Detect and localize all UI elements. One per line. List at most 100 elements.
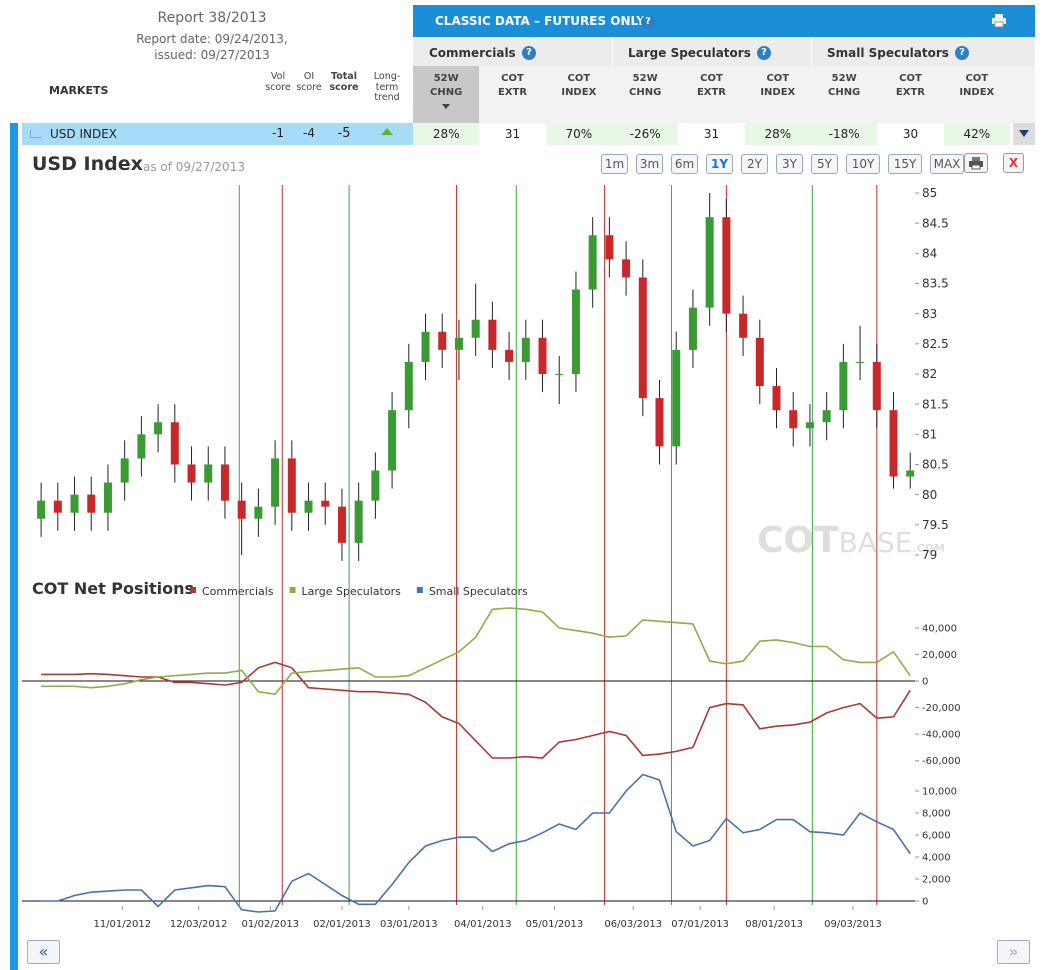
score-header: OI score <box>296 71 322 93</box>
y-tick-label: -40,000 <box>922 730 961 741</box>
score-header: Total score <box>329 71 359 93</box>
range-button[interactable]: 6m <box>671 154 698 174</box>
column-header-line: INDEX <box>561 87 597 98</box>
candle-body <box>889 410 898 477</box>
legend-swatch <box>416 587 423 593</box>
column-header[interactable]: COT EXTR <box>877 66 944 123</box>
range-button[interactable]: 3Y <box>776 154 803 174</box>
candle-body <box>622 259 631 278</box>
close-button[interactable]: X <box>1003 153 1024 173</box>
score: -1 <box>272 126 284 140</box>
column-header-line: COT <box>501 73 524 84</box>
candle-body <box>755 337 764 387</box>
range-button[interactable]: MAX <box>930 154 964 174</box>
column-header[interactable]: COT INDEX <box>943 66 1010 123</box>
candle-body <box>488 319 497 350</box>
column-header-line: 52W <box>831 73 857 84</box>
legend-swatch <box>190 587 196 593</box>
print-icon[interactable] <box>992 14 1006 27</box>
report-date: Report date: 09/24/2013, <box>136 32 288 46</box>
candle-body <box>655 398 664 447</box>
candle-body <box>204 464 213 483</box>
watermark-part: .COM <box>912 542 945 555</box>
candle-body <box>404 361 413 411</box>
series-line <box>41 607 911 696</box>
candle-body <box>237 500 246 519</box>
y-tick-label: 84 <box>922 247 937 261</box>
row-dropdown[interactable] <box>1012 123 1035 145</box>
markets-label: MARKETS <box>49 84 109 97</box>
y-tick-label: 40,000 <box>922 623 957 634</box>
candle-body <box>521 337 530 362</box>
column-header-line: INDEX <box>760 87 796 98</box>
candle-body <box>321 500 330 507</box>
y-tick-label: -60,000 <box>922 756 961 767</box>
column-header-line: 52W <box>632 73 658 84</box>
candle-body <box>170 422 179 465</box>
range-button[interactable]: 10Y <box>846 154 880 174</box>
candle-body <box>555 373 564 375</box>
range-button[interactable]: 1m <box>601 154 628 174</box>
group-row <box>413 37 1035 66</box>
column-header-line: EXTR <box>895 87 925 98</box>
watermark-part: COT <box>757 520 839 561</box>
y-tick-label: 81 <box>922 428 937 442</box>
y-tick-label: 0 <box>922 677 928 688</box>
column-header[interactable]: COT EXTR <box>678 66 745 123</box>
y-tick-label: 80 <box>922 488 937 502</box>
range-button[interactable]: 3m <box>636 154 663 174</box>
candle-body <box>571 289 580 374</box>
series-line <box>41 773 911 913</box>
column-header-line: COT <box>899 73 922 84</box>
y-tick-label: 0 <box>922 897 928 908</box>
y-tick-label: 84.5 <box>922 216 949 230</box>
market-row-bg[interactable] <box>22 123 413 145</box>
range-button[interactable]: 15Y <box>888 154 922 174</box>
row-icon <box>30 130 42 138</box>
y-tick-label: 83.5 <box>922 277 949 291</box>
series-line <box>41 661 911 759</box>
column-header[interactable]: 52W CHNG <box>810 66 878 123</box>
x-tick-label: 06/03/2013 <box>604 919 662 930</box>
cell: 42% <box>943 123 1010 145</box>
help-icon: ? <box>641 15 655 29</box>
column-header[interactable]: COT INDEX <box>545 66 612 123</box>
help-icon: ? <box>955 46 969 60</box>
market-name: USD INDEX <box>50 127 118 141</box>
candle-body <box>454 337 463 350</box>
print-button[interactable] <box>964 153 988 173</box>
x-tick-label: 02/01/2013 <box>313 919 371 930</box>
group-label: Commercials <box>429 46 516 60</box>
range-button[interactable]: 5Y <box>811 154 838 174</box>
column-header[interactable]: 52W CHNG <box>413 66 480 123</box>
range-button[interactable]: 1Y <box>706 154 733 174</box>
candle-body <box>722 217 731 314</box>
cell: -26% <box>611 123 679 145</box>
column-header[interactable]: COT INDEX <box>744 66 811 123</box>
y-tick-label: 8,000 <box>922 809 951 820</box>
column-header[interactable]: COT EXTR <box>479 66 546 123</box>
next-button[interactable]: » <box>997 940 1030 964</box>
print-glyph <box>992 14 1006 27</box>
cell: 28% <box>744 123 811 145</box>
candle-body <box>505 349 514 362</box>
column-header-line: COT <box>965 73 989 84</box>
y-tick-label: 82.5 <box>922 337 949 351</box>
candle-body <box>304 500 313 513</box>
range-button[interactable]: 2Y <box>741 154 768 174</box>
trend-arrow <box>381 128 393 135</box>
column-header-line: COT <box>700 73 723 84</box>
column-header-line: COT <box>567 73 591 84</box>
candle-body <box>271 458 280 507</box>
column-header[interactable]: 52W CHNG <box>611 66 679 123</box>
candle-body <box>906 470 915 477</box>
candle-body <box>70 494 79 513</box>
candle-body <box>805 422 814 429</box>
dropdown-header <box>1009 66 1035 123</box>
cell: 28% <box>413 123 480 145</box>
y-tick-label: 83 <box>922 307 937 321</box>
table-title: CLASSIC DATA – FUTURES ONLY <box>435 14 645 28</box>
candle-body <box>354 500 363 543</box>
cell: -18% <box>810 123 878 145</box>
prev-button[interactable]: « <box>27 940 60 964</box>
